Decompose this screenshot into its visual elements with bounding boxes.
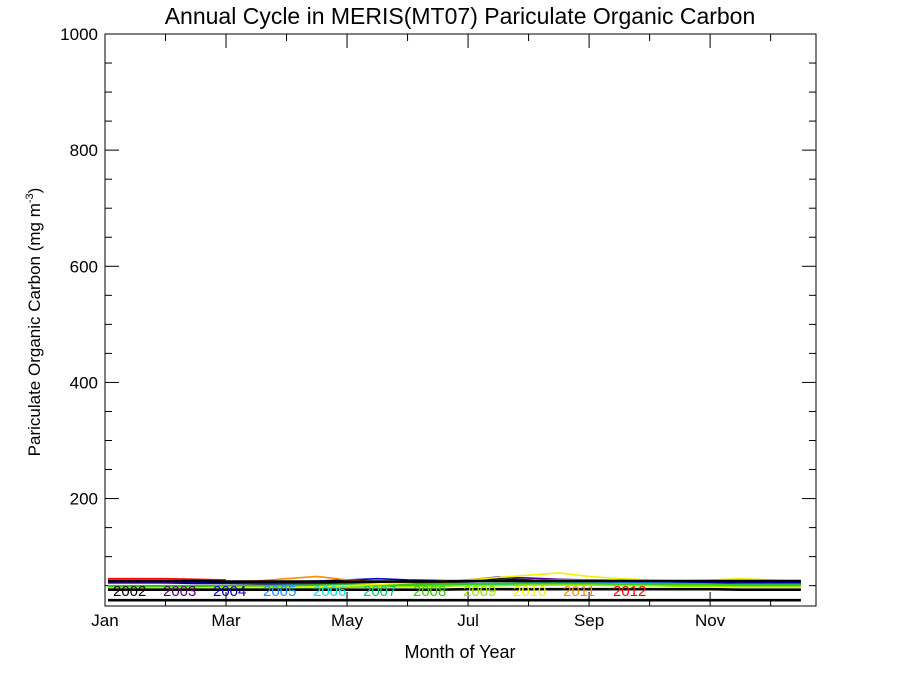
y-axis-label-main: Pariculate Organic Carbon (mg m: [25, 203, 44, 456]
legend-label-2012: 2012: [613, 583, 646, 600]
x-tick-label: Sep: [574, 611, 604, 630]
axis-ticks: [104, 33, 816, 606]
plot-frame: [104, 33, 817, 607]
legend-label-2005: 2005: [263, 583, 296, 600]
legend-label-2002: 2002: [113, 583, 146, 600]
plot-border: [104, 33, 817, 607]
x-tick-label: Nov: [695, 611, 726, 630]
series-line-2012: [108, 577, 227, 581]
legend-label-2007: 2007: [363, 583, 396, 600]
x-tick-label: Jul: [457, 611, 479, 630]
axis-tick-labels: 200 400 600 800 1000 Jan Mar May Jul Sep Nov: [60, 25, 726, 630]
series-line-2008: [108, 582, 801, 588]
y-axis-label-close: ): [25, 188, 44, 194]
legend-label-2006: 2006: [313, 583, 346, 600]
chart-title: Annual Cycle in MERIS(MT07) Pariculate O…: [165, 3, 756, 29]
x-tick-label: May: [331, 611, 364, 630]
x-tick-label: Jan: [91, 611, 118, 630]
legend-label-2008: 2008: [413, 583, 446, 600]
y-tick-label: 400: [70, 373, 98, 392]
reference-line: [108, 579, 801, 583]
x-axis-label: Month of Year: [404, 642, 515, 662]
y-tick-label: 600: [70, 257, 98, 276]
legend-label-2004: 2004: [213, 583, 246, 600]
y-tick-label: 200: [70, 490, 98, 509]
y-axis-label-superscript: -3: [24, 193, 36, 203]
legend-label-2010: 2010: [513, 583, 546, 600]
legend-label-2009: 2009: [463, 583, 496, 600]
y-axis-label: Pariculate Organic Carbon (mg m-3): [24, 188, 44, 457]
series-lines: [108, 572, 801, 602]
legend: 2002 2003 2004 2005 2006 2007 2008 2009 2010 2011…: [113, 583, 646, 600]
legend-label-2003: 2003: [163, 583, 196, 600]
y-tick-label: 1000: [60, 25, 98, 44]
legend-label-2011: 2011: [563, 583, 595, 600]
y-tick-label: 800: [70, 141, 98, 160]
x-tick-label: Mar: [211, 611, 241, 630]
reference-line: [108, 587, 801, 591]
